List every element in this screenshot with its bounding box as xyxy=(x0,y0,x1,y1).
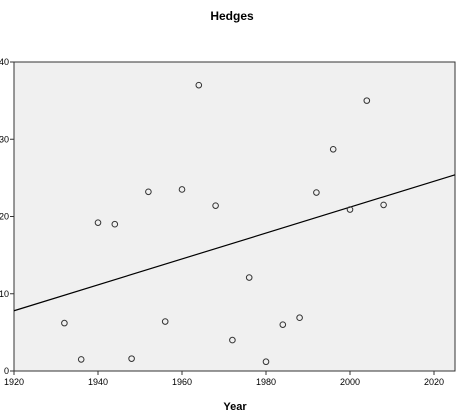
data-point xyxy=(363,97,371,104)
fit-line xyxy=(13,174,456,312)
data-point xyxy=(61,319,68,327)
axis-ticks: 1920 1940 1960 1980 2000 2020 0 10 20 30 40 xyxy=(0,57,444,387)
data-point xyxy=(212,202,219,209)
data-point xyxy=(346,206,354,213)
data-point xyxy=(380,201,387,209)
data-point xyxy=(161,318,169,325)
plot-area xyxy=(13,61,456,372)
data-point xyxy=(329,145,337,153)
data-point xyxy=(94,219,102,226)
data-point xyxy=(262,358,270,366)
x-tick-label: 2020 xyxy=(424,377,444,387)
data-point xyxy=(279,321,287,328)
data-point xyxy=(77,356,85,363)
x-tick-label: 1980 xyxy=(256,377,276,387)
y-tick-label: 10 xyxy=(0,289,9,299)
x-axis-label: Year xyxy=(223,401,247,413)
x-tick-label: 1960 xyxy=(172,377,192,387)
data-point xyxy=(296,314,303,321)
data-point xyxy=(178,186,186,193)
chart-title: Hedges xyxy=(210,9,254,23)
y-tick-label: 40 xyxy=(0,57,9,67)
data-point xyxy=(245,274,253,281)
data-point xyxy=(128,355,135,362)
fit-line-group xyxy=(13,174,456,312)
y-tick-label: 0 xyxy=(4,366,9,376)
data-point xyxy=(145,188,152,196)
x-tick-label: 1940 xyxy=(88,377,108,387)
y-tick-label: 30 xyxy=(0,134,9,144)
data-point xyxy=(111,220,119,228)
data-points xyxy=(61,81,387,366)
x-tick-label: 1920 xyxy=(4,377,24,387)
data-point xyxy=(229,336,236,344)
data-point xyxy=(313,189,320,196)
data-point xyxy=(195,81,203,89)
x-tick-label: 2000 xyxy=(340,377,360,387)
y-tick-label: 20 xyxy=(0,212,9,222)
